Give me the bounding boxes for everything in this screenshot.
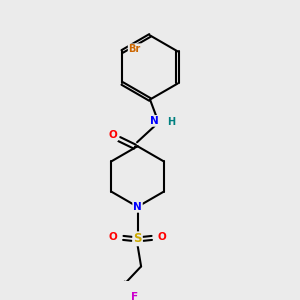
Text: Br: Br xyxy=(129,44,141,54)
Text: N: N xyxy=(133,202,142,212)
Text: N: N xyxy=(150,116,159,126)
Text: H: H xyxy=(167,117,175,127)
Text: O: O xyxy=(158,232,166,242)
Text: O: O xyxy=(109,232,117,242)
Text: O: O xyxy=(109,130,117,140)
Text: F: F xyxy=(131,292,138,300)
Text: S: S xyxy=(133,232,142,245)
